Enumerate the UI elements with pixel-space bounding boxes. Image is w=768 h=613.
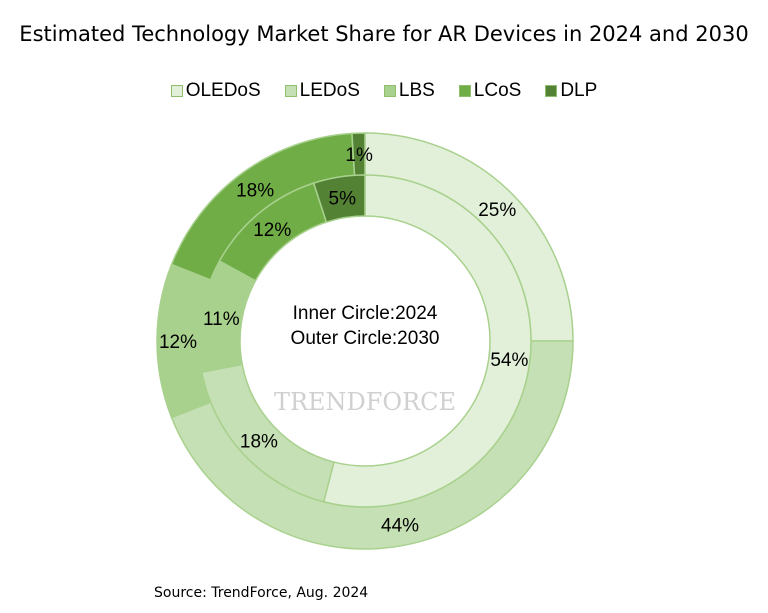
legend-swatch xyxy=(383,85,396,97)
source-note: Source: TrendForce, Aug. 2024 xyxy=(154,585,369,601)
inner-label-oledos: 54% xyxy=(490,350,528,371)
legend-item-oledos: OLEDoS xyxy=(170,80,261,102)
legend-swatch xyxy=(545,85,558,97)
legend-item-dlp: DLP xyxy=(545,80,597,102)
inner-label-lbs: 11% xyxy=(203,309,240,330)
legend-swatch xyxy=(170,85,183,97)
legend-swatch xyxy=(284,85,297,97)
outer-label-lcos: 18% xyxy=(236,181,274,202)
outer-label-lbs: 12% xyxy=(159,332,197,353)
inner-label-ledos: 18% xyxy=(240,432,278,453)
chart-title: Estimated Technology Market Share for AR… xyxy=(19,22,749,46)
watermark: TRENDFORCE xyxy=(274,388,456,416)
outer-label-ledos: 44% xyxy=(381,516,419,537)
inner-slice-dlp xyxy=(312,174,366,224)
outer-label-oledos: 25% xyxy=(478,200,516,221)
legend-label: LBS xyxy=(398,80,435,101)
legend: OLEDoS LEDoS LBS LCoS DLP xyxy=(0,80,768,102)
legend-label: DLP xyxy=(560,80,598,101)
legend-item-lcos: LCoS xyxy=(458,80,522,102)
legend-label: LEDoS xyxy=(299,80,360,101)
legend-item-ledos: LEDoS xyxy=(284,80,360,102)
legend-item-lbs: LBS xyxy=(383,80,435,102)
legend-label: LCoS xyxy=(473,80,522,101)
center-text-outer: Outer Circle:2030 xyxy=(290,328,440,349)
legend-label: OLEDoS xyxy=(185,80,261,101)
outer-label-dlp: 1% xyxy=(345,145,373,166)
center-text-inner: Inner Circle:2024 xyxy=(292,303,438,324)
inner-label-lcos: 12% xyxy=(253,220,291,241)
inner-slice-oledos xyxy=(322,174,532,508)
inner-label-dlp: 5% xyxy=(329,188,357,209)
legend-swatch xyxy=(458,85,471,97)
